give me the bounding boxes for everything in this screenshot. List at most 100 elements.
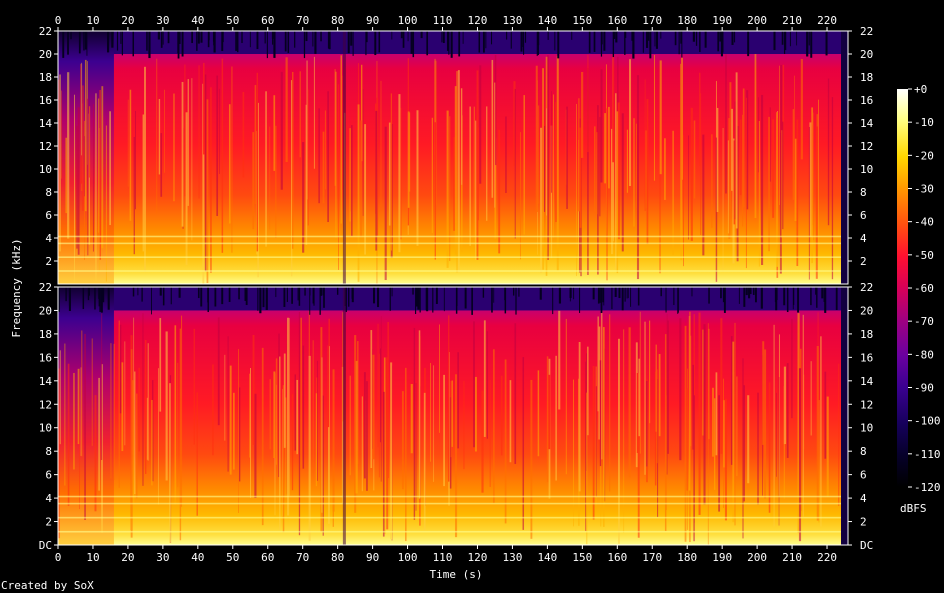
- spectrogram-channel-2: [57, 286, 849, 546]
- x-tick-label: 30: [156, 14, 169, 27]
- y-tick-label: 22: [860, 281, 873, 294]
- texture-streaks: [58, 310, 840, 545]
- y-tick-label: 22: [39, 25, 52, 38]
- x-tick-label: 140: [537, 551, 557, 564]
- x-tick-label: 60: [261, 14, 274, 27]
- x-tick-label: 120: [468, 551, 488, 564]
- x-tick-label: 210: [782, 551, 802, 564]
- x-tick-label: 100: [398, 14, 418, 27]
- x-tick-label: 70: [296, 551, 309, 564]
- cutoff-band: [58, 287, 842, 311]
- y-tick-label: 12: [39, 398, 52, 411]
- y-tick-label: 6: [860, 469, 867, 482]
- y-tick-label: 20: [39, 304, 52, 317]
- colorbar: [897, 89, 908, 487]
- y-tick-label: 18: [860, 328, 873, 341]
- colorbar-tick-label: -120: [914, 481, 941, 494]
- y-tick-label: 6: [45, 209, 52, 222]
- y-tick-label: 12: [39, 140, 52, 153]
- x-tick-label: 170: [642, 551, 662, 564]
- x-tick-label: 0: [55, 14, 62, 27]
- y-tick-label: 12: [860, 140, 873, 153]
- x-tick-label: 210: [782, 14, 802, 27]
- panel-border: [57, 286, 849, 546]
- y-tick-label: 16: [39, 94, 52, 107]
- x-tick-label: 70: [296, 14, 309, 27]
- x-tick-label: 20: [121, 551, 134, 564]
- y-tick-label: 6: [45, 469, 52, 482]
- y-tick-label: 22: [860, 25, 873, 38]
- colorbar-label: dBFS: [900, 502, 927, 515]
- y-tick-label: 14: [860, 375, 874, 388]
- y-tick-label: 22: [39, 281, 52, 294]
- x-tick-label: 90: [366, 14, 379, 27]
- x-tick-label: 50: [226, 551, 239, 564]
- x-tick-label: 180: [677, 14, 697, 27]
- y-tick-label: 8: [860, 186, 867, 199]
- colorbar-tick-label: -50: [914, 249, 934, 262]
- colorbar-tick-label: -110: [914, 448, 941, 461]
- x-tick-label: 60: [261, 551, 274, 564]
- low-frequency-bands: [58, 495, 842, 533]
- y-tick-label: DC: [860, 539, 873, 552]
- y-tick-label: 2: [860, 255, 867, 268]
- x-tick-label: 220: [817, 551, 837, 564]
- x-tick-label: 220: [817, 14, 837, 27]
- y-tick-label: 2: [860, 516, 867, 529]
- y-tick-label: 2: [45, 255, 52, 268]
- x-tick-label: 40: [191, 14, 204, 27]
- intro-segment: [58, 287, 114, 545]
- colorbar-tick-label: -80: [914, 348, 934, 361]
- y-tick-label: 18: [39, 328, 52, 341]
- x-tick-label: 150: [572, 14, 592, 27]
- y-tick-label: 4: [45, 232, 52, 245]
- y-tick-label: 20: [860, 48, 873, 61]
- x-tick-label: 0: [55, 551, 62, 564]
- y-tick-label: 10: [860, 422, 873, 435]
- x-tick-label: 40: [191, 551, 204, 564]
- y-tick-label: 10: [39, 422, 52, 435]
- y-tick-label: 16: [860, 351, 873, 364]
- y-tick-label: 18: [860, 71, 873, 84]
- y-tick-label: 8: [45, 186, 52, 199]
- x-tick-label: 50: [226, 14, 239, 27]
- dip-marker: [342, 287, 346, 545]
- colorbar-tick-label: -20: [914, 149, 934, 162]
- y-tick-label: 20: [860, 304, 873, 317]
- x-tick-label: 130: [502, 14, 522, 27]
- x-tick-label: 30: [156, 551, 169, 564]
- x-tick-label: 20: [121, 14, 134, 27]
- x-tick-label: 140: [537, 14, 557, 27]
- y-tick-label: 18: [39, 71, 52, 84]
- x-tick-label: 80: [331, 551, 344, 564]
- y-tick-label: 16: [860, 94, 873, 107]
- y-tick-label: 14: [860, 117, 874, 130]
- colorbar-tick-label: -30: [914, 183, 934, 196]
- y-tick-label: 14: [39, 117, 53, 130]
- x-tick-label: 110: [433, 551, 453, 564]
- y-tick-label: 20: [39, 48, 52, 61]
- cutoff-band: [58, 31, 842, 54]
- x-tick-label: 10: [86, 14, 99, 27]
- y-tick-label: 10: [860, 163, 873, 176]
- footer-created-by: Created by SoX: [1, 579, 94, 592]
- x-tick-label: 160: [607, 551, 627, 564]
- x-tick-label: 80: [331, 14, 344, 27]
- x-tick-label: 190: [712, 14, 732, 27]
- colorbar-tick-label: -40: [914, 216, 934, 229]
- y-axis-label: Frequency (kHz): [10, 238, 23, 337]
- x-tick-label: 90: [366, 551, 379, 564]
- cutoff-spikes: [62, 31, 828, 59]
- x-tick-label: 100: [398, 551, 418, 564]
- panel-border: [57, 30, 849, 285]
- y-tick-label: DC: [39, 539, 52, 552]
- x-tick-label: 190: [712, 551, 732, 564]
- y-tick-label: 2: [45, 516, 52, 529]
- x-tick-label: 170: [642, 14, 662, 27]
- colorbar-tick-label: -60: [914, 282, 934, 295]
- colorbar-tick-label: -100: [914, 415, 941, 428]
- low-frequency-bands: [58, 235, 842, 272]
- colorbar-tick-label: -10: [914, 116, 934, 129]
- x-tick-label: 130: [502, 551, 522, 564]
- spectrogram-channel-1: [57, 30, 849, 285]
